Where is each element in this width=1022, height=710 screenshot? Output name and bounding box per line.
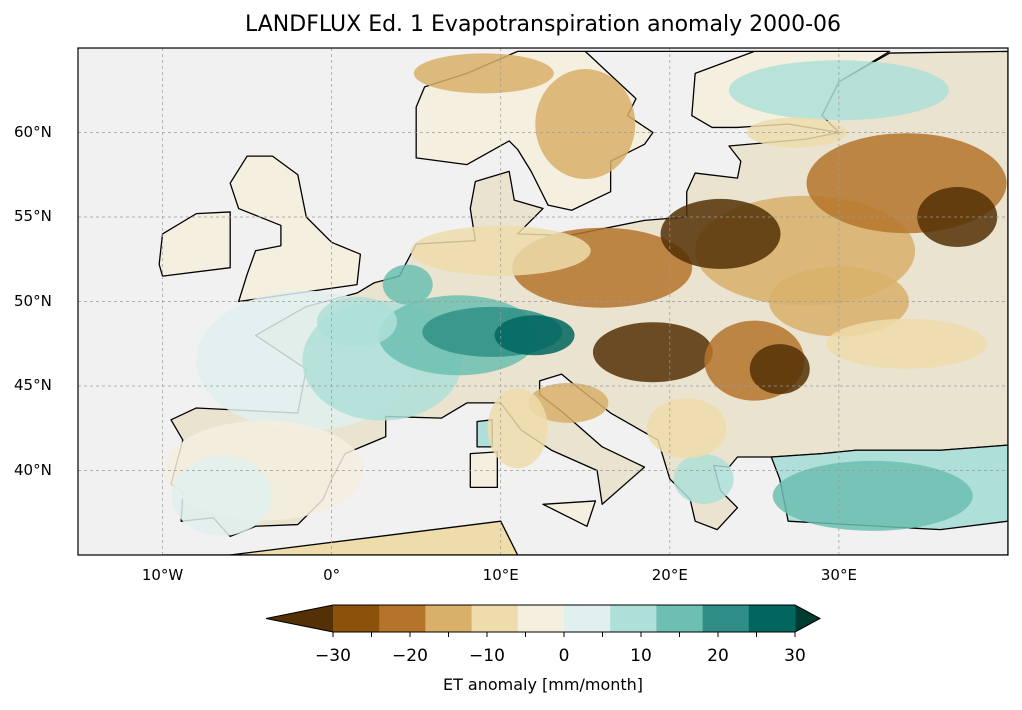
colorbar-tick-label: 10	[630, 646, 652, 666]
anomaly-region	[660, 198, 781, 269]
colorbar-segment	[748, 605, 796, 632]
lat-tick-label: 40°N	[14, 460, 52, 479]
anomaly-region	[317, 296, 397, 347]
land-ireland	[158, 211, 231, 277]
anomaly-region	[382, 264, 433, 305]
anomaly-region	[413, 53, 554, 94]
lon-tick-label: 30°E	[820, 566, 857, 584]
colorbar-tick-label: 0	[558, 646, 570, 666]
land-sardinia	[469, 451, 498, 489]
colorbar-tick-label: −30	[315, 646, 351, 666]
anomaly-region	[673, 453, 734, 504]
anomaly-region	[646, 398, 727, 459]
colorbar-tick-label: −20	[392, 646, 428, 666]
colorbar-segment	[333, 605, 380, 632]
colorbar-extend-high	[795, 605, 820, 632]
lat-tick-label: 50°N	[14, 291, 52, 310]
colorbar-tick-label: −10	[469, 646, 505, 666]
anomaly-region	[772, 460, 973, 531]
colorbar-segment	[471, 605, 519, 632]
anomaly-region	[494, 315, 575, 356]
lat-tick-label: 60°N	[14, 122, 52, 141]
colorbar-segment	[610, 605, 657, 632]
lon-tick-label: 0°	[323, 566, 341, 584]
anomaly-region	[749, 344, 810, 395]
lon-tick-label: 10°W	[141, 566, 184, 584]
colorbar-segment	[379, 605, 426, 632]
anomaly-region	[746, 117, 847, 148]
colorbar-segment	[702, 605, 750, 632]
lon-tick-label: 20°E	[651, 566, 688, 584]
land-great-britain	[229, 155, 362, 303]
colorbar-tick-label: 30	[784, 646, 806, 666]
anomaly-region	[535, 69, 636, 180]
land-layer	[158, 50, 1008, 555]
colorbar-segment	[517, 605, 565, 632]
anomaly-region	[826, 318, 987, 369]
colorbar-tick-label: 20	[707, 646, 729, 666]
lon-tick-label: 10°E	[482, 566, 519, 584]
land-anatolia	[161, 444, 1008, 555]
colorbar-segment	[564, 605, 611, 632]
colorbar-label: ET anomaly [mm/month]	[442, 675, 644, 694]
lat-tick-label: 55°N	[14, 207, 52, 225]
anomaly-region	[171, 455, 272, 536]
land-north-africa	[229, 520, 519, 555]
lat-tick-label: 45°N	[14, 376, 52, 394]
anomaly-region	[592, 322, 713, 383]
anomaly-region	[410, 225, 591, 276]
land-sicily	[542, 500, 597, 527]
anomaly-region	[528, 382, 609, 423]
anomaly-region	[917, 187, 998, 247]
plot-frame	[77, 47, 1009, 556]
anomaly-region	[487, 388, 548, 469]
colorbar-segment	[656, 605, 704, 632]
colorbar-extend-low	[266, 605, 333, 632]
colorbar-segment	[425, 605, 473, 632]
chart-title: LANDFLUX Ed. 1 Evapotranspiration anomal…	[245, 12, 841, 37]
